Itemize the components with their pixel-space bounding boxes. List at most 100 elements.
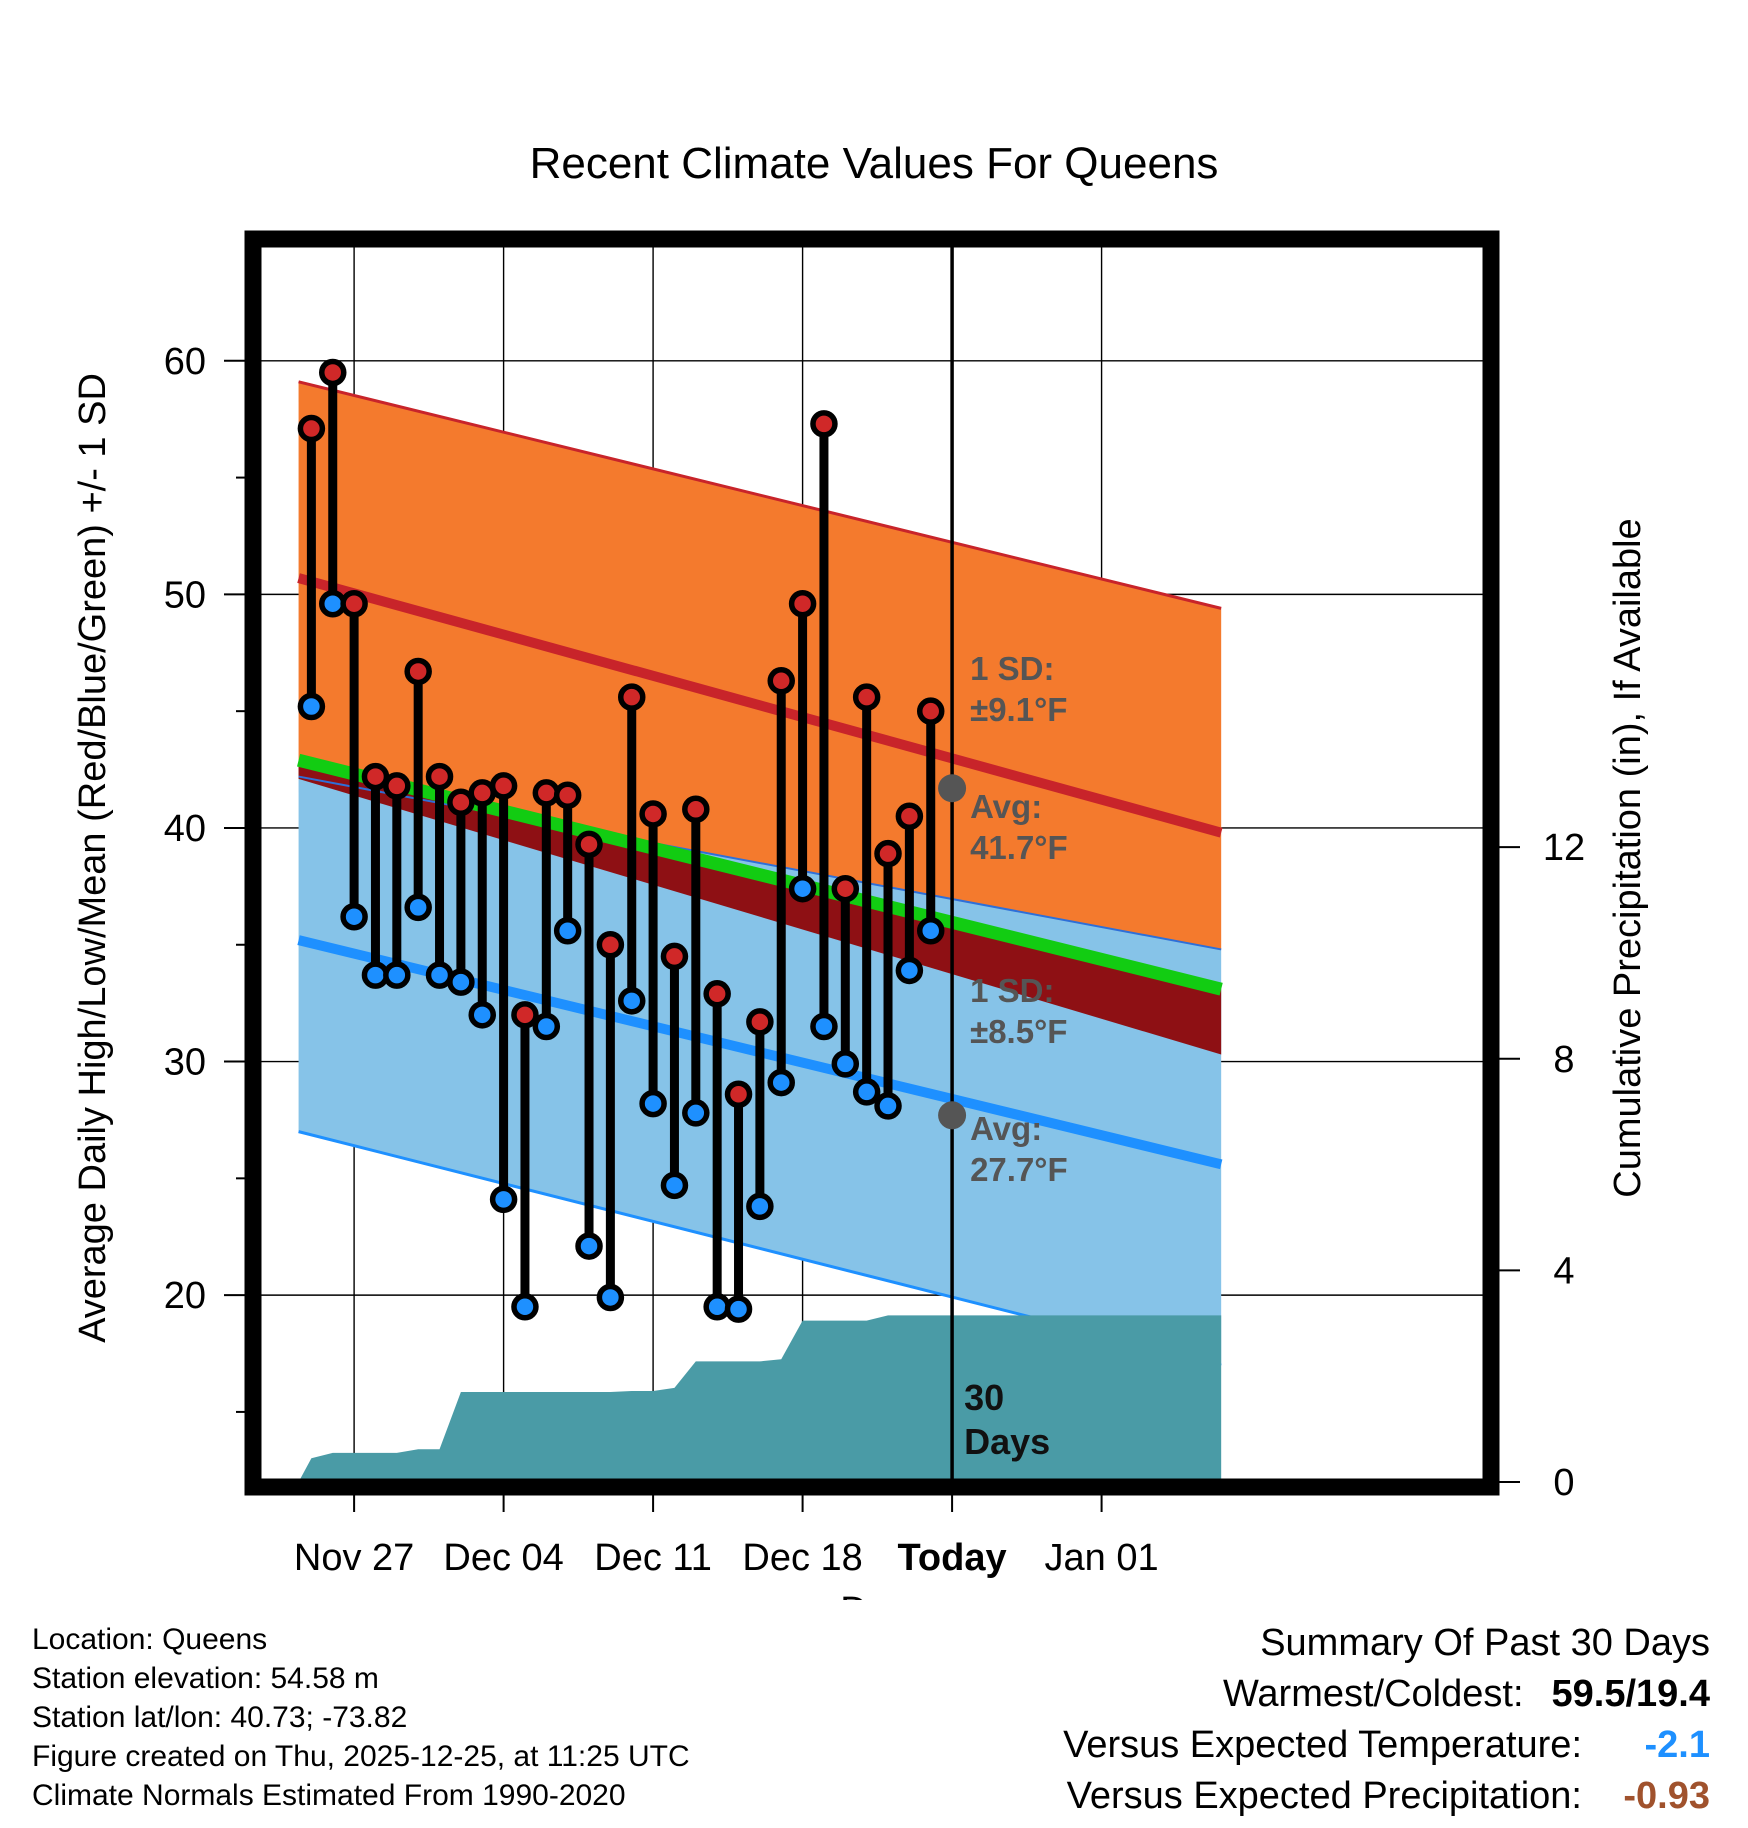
obs-high-dot — [340, 589, 368, 618]
obs-low-dot — [596, 1283, 625, 1312]
obs-low-dot — [340, 902, 368, 931]
obs-low-dot — [703, 1293, 731, 1321]
x-tick-label: Nov 27 — [294, 1537, 414, 1579]
x-tick-label: Dec 04 — [443, 1537, 563, 1579]
obs-high-dot — [660, 942, 689, 971]
latlon-text: Station lat/lon: 40.73; -73.82 — [32, 1701, 408, 1734]
normals-text: Climate Normals Estimated From 1990-2020 — [32, 1779, 626, 1812]
obs-low-dot — [831, 1050, 860, 1078]
climate-chart: Recent Climate Values For Queens Day Ave… — [72, 139, 1649, 1600]
obs-high-dot — [404, 657, 432, 686]
obs-low-dot — [511, 1293, 539, 1321]
obs-low-dot — [767, 1068, 795, 1097]
warm-cold-value: 59.5/19.4 — [1551, 1673, 1710, 1715]
obs-high-dot — [810, 410, 838, 438]
low-avg-marker — [938, 1101, 967, 1130]
obs-low-dot — [874, 1092, 902, 1120]
y2-axis-label: Cumulative Precipitation (in), If Availa… — [1607, 518, 1649, 1197]
obs-low-dot — [746, 1192, 774, 1221]
obs-high-dot — [575, 830, 603, 859]
x-tick-label: Dec 11 — [594, 1537, 712, 1579]
obs-high-dot — [703, 980, 731, 1008]
obs-high-dot — [617, 683, 646, 711]
low-sd-label-line: 1 SD: — [970, 972, 1054, 1009]
obs-high-dot — [532, 779, 561, 807]
obs-low-dot — [852, 1078, 881, 1106]
obs-low-dot — [297, 692, 326, 721]
y2-tick-label: 0 — [1553, 1462, 1574, 1504]
precip-area — [298, 1315, 1222, 1482]
obs-low-dot — [639, 1089, 667, 1118]
obs-high-dot — [874, 839, 902, 868]
high-sd-band — [298, 381, 1222, 950]
high-plus-sd-line — [298, 380, 1222, 610]
obs-high-dot — [318, 358, 347, 387]
obs-high-dot — [639, 800, 667, 828]
x-tick-label: Today — [898, 1537, 1007, 1579]
obs-high-dot — [489, 772, 518, 800]
warm-cold-label: Warmest/Coldest: — [1222, 1673, 1524, 1715]
high-avg-marker — [938, 774, 967, 803]
precip-delta-value: -0.93 — [1623, 1775, 1710, 1817]
station-metadata: Location: Queens Station elevation: 54.5… — [32, 1620, 690, 1815]
y-tick-label: 20 — [164, 1275, 206, 1317]
obs-low-dot — [383, 961, 411, 989]
obs-low-dot — [916, 916, 945, 945]
plot-border — [244, 230, 1500, 1496]
obs-low-dot — [489, 1185, 518, 1214]
daily-observations — [297, 358, 945, 1323]
obs-high-dot — [361, 762, 390, 791]
y2-tick-label: 4 — [1553, 1250, 1574, 1292]
obs-low-dot — [617, 987, 646, 1015]
temp-delta-value: -2.1 — [1644, 1724, 1710, 1766]
obs-high-dot — [746, 1008, 774, 1036]
obs-low-dot — [724, 1295, 753, 1323]
obs-high-dot — [916, 697, 945, 725]
obs-low-dot — [810, 1012, 838, 1041]
obs-low-dot — [660, 1171, 689, 1200]
high-sd-label-line: ±9.1°F — [970, 691, 1067, 728]
plot-frame — [244, 230, 1500, 1496]
obs-low-dot — [553, 916, 582, 945]
chart-title: Recent Climate Values For Queens — [530, 139, 1219, 188]
obs-high-dot — [682, 795, 710, 824]
x-tick-label: Dec 18 — [742, 1537, 862, 1579]
y2-tick-label: 12 — [1543, 827, 1585, 869]
obs-high-dot — [895, 802, 924, 831]
summary-precip: Versus Expected Precipitation: -0.93 — [1063, 1771, 1710, 1822]
obs-low-dot — [447, 968, 475, 996]
high-avg-label-line: Avg: — [970, 788, 1042, 825]
obs-high-dot — [852, 683, 881, 711]
axis-ticks: Nov 27 Dec 04 Dec 11 Dec 18 Today Jan 01 20 30 4… — [164, 341, 1585, 1579]
obs-low-dot — [532, 1012, 561, 1041]
x-tick-label: Jan 01 — [1045, 1537, 1159, 1579]
y-axis-label: Average Daily High/Low/Mean (Red/Blue/Gr… — [72, 373, 114, 1343]
obs-high-dot — [767, 667, 795, 695]
obs-high-dot — [724, 1080, 753, 1108]
obs-high-dot — [596, 931, 625, 959]
summary-warm-cold: Warmest/Coldest: 59.5/19.4 — [1063, 1669, 1710, 1720]
days-label: Days — [964, 1421, 1050, 1462]
obs-low-dot — [575, 1232, 603, 1260]
elevation-text: Station elevation: 54.58 m — [32, 1662, 379, 1695]
y-tick-label: 30 — [164, 1042, 206, 1084]
precipitation-area — [298, 1315, 1222, 1482]
created-text: Figure created on Thu, 2025-12-25, at 11… — [32, 1740, 690, 1773]
obs-low-dot — [468, 1001, 496, 1029]
obs-low-dot — [404, 893, 432, 922]
obs-high-dot — [447, 788, 475, 817]
low-avg-label-line: Avg: — [970, 1110, 1042, 1147]
high-avg-label-line: 41.7°F — [970, 829, 1068, 866]
summary-heading: Summary Of Past 30 Days — [1260, 1622, 1710, 1664]
y-tick-label: 50 — [164, 574, 206, 616]
obs-high-dot — [297, 414, 326, 443]
obs-high-dot — [425, 762, 454, 791]
obs-high-dot — [383, 772, 411, 800]
precip-delta-label: Versus Expected Precipitation: — [1066, 1775, 1582, 1817]
obs-high-dot — [788, 589, 817, 618]
summary-temp: Versus Expected Temperature: -2.1 — [1063, 1720, 1710, 1771]
normal-annotations: 1 SD: ±9.1°F Avg: 41.7°F 1 SD: ±8.5°F Avg: 27.7… — [938, 650, 1068, 1462]
y-tick-label: 60 — [164, 341, 206, 383]
obs-low-dot — [788, 874, 817, 903]
summary-panel: Summary Of Past 30 Days Warmest/Coldest:… — [1063, 1618, 1710, 1822]
